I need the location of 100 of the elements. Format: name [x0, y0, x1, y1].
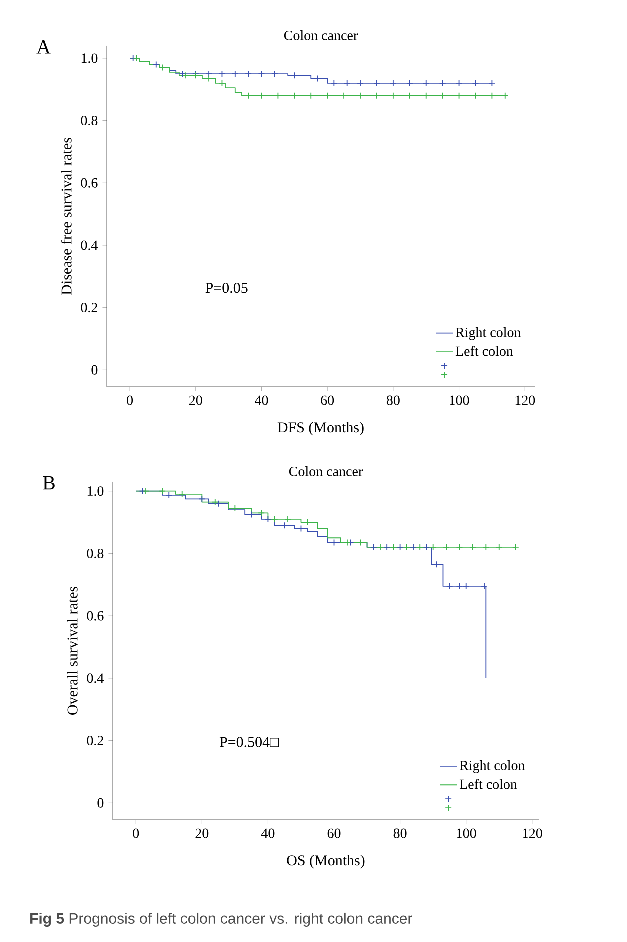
point [482, 544, 490, 551]
y-tick-label: 0.6 [81, 178, 98, 188]
x-tick-label: 100 [457, 828, 476, 838]
y-tick-label: 0.8 [81, 116, 98, 126]
point [357, 539, 364, 546]
point [182, 72, 190, 80]
x-tick-label: 60 [328, 828, 341, 838]
point [291, 72, 298, 80]
point [330, 80, 338, 87]
point [215, 500, 222, 508]
x-axis-title: DFS (Months) [278, 422, 364, 436]
x-tick-label: 40 [255, 396, 268, 406]
x-axis-title: OS (Months) [287, 855, 365, 869]
point [456, 92, 463, 100]
point [274, 92, 282, 100]
point [472, 92, 480, 100]
legend-label: Right colon [460, 760, 526, 774]
point [179, 70, 186, 78]
x-tick-label: 20 [190, 396, 202, 406]
annotation: P=0.05 [206, 283, 248, 294]
point [456, 544, 464, 551]
point [245, 70, 252, 78]
legend-label: Left colon [456, 346, 514, 356]
y-tick-label: 1.0 [82, 54, 98, 64]
point [206, 75, 213, 82]
legend-label: Left colon [460, 779, 518, 790]
text: B [43, 476, 55, 490]
y-tick-label: 0.8 [87, 548, 104, 558]
point [502, 92, 509, 100]
point [456, 583, 464, 590]
point [410, 544, 417, 551]
point [390, 80, 397, 87]
y-tick-label: 0 [98, 798, 104, 808]
y-tick-label: 0.4 [87, 674, 104, 684]
point [422, 92, 430, 100]
point [248, 511, 256, 518]
point [416, 544, 424, 551]
y-tick-label: 0 [92, 365, 98, 375]
x-tick-label: 100 [450, 396, 470, 406]
y-axis-title: Overall survival rates [67, 586, 78, 715]
point [439, 80, 446, 87]
point [488, 92, 496, 100]
point [308, 92, 315, 100]
point [271, 516, 278, 523]
point [384, 544, 391, 551]
y-tick-label: 0.4 [81, 240, 98, 250]
text: Fig 5 Prognosis of left colon cancer vs. right colon cancer [30, 912, 412, 928]
point [133, 55, 140, 62]
point [344, 539, 351, 546]
point [370, 544, 378, 551]
point [198, 496, 206, 503]
x-tick-label: 80 [386, 396, 400, 406]
point [340, 92, 348, 100]
point [245, 92, 252, 100]
point [390, 544, 398, 551]
point [357, 92, 364, 100]
point [374, 92, 380, 100]
point [159, 488, 166, 495]
y-tick-label: 0.6 [87, 611, 104, 621]
point [406, 92, 414, 100]
point [456, 80, 463, 87]
point [212, 498, 219, 506]
point [496, 544, 503, 551]
legend-label: Right colon [456, 327, 522, 340]
y-tick-label: 0.2 [87, 736, 104, 746]
point [264, 516, 272, 523]
point [422, 80, 430, 87]
point [152, 61, 160, 68]
point [488, 80, 496, 87]
point [271, 70, 278, 78]
point [344, 80, 351, 87]
point [304, 519, 312, 526]
point [430, 544, 437, 551]
point [390, 92, 397, 100]
point [258, 92, 266, 100]
x-tick-label: 20 [196, 828, 209, 838]
point [178, 491, 186, 498]
annotation: P=0.504□ [220, 737, 280, 748]
point [258, 70, 266, 78]
point [403, 544, 410, 551]
point [472, 80, 480, 87]
chart-title: Colon cancer [289, 466, 364, 476]
point [166, 492, 173, 499]
point [314, 75, 322, 82]
point [330, 539, 338, 546]
point [232, 70, 239, 78]
point [423, 544, 430, 551]
x-tick-label: 80 [394, 828, 407, 838]
point [142, 488, 150, 495]
x-tick-label: 40 [261, 828, 275, 838]
point [433, 561, 440, 568]
x-tick-label: 0 [127, 396, 134, 406]
point [218, 80, 226, 87]
x-tick-label: 120 [516, 396, 536, 406]
point [218, 70, 226, 78]
point [396, 544, 404, 551]
y-tick-label: 0.2 [81, 303, 98, 313]
point [512, 544, 520, 551]
x-tick-label: 60 [321, 396, 334, 406]
x-tick-label: 0 [133, 828, 140, 838]
